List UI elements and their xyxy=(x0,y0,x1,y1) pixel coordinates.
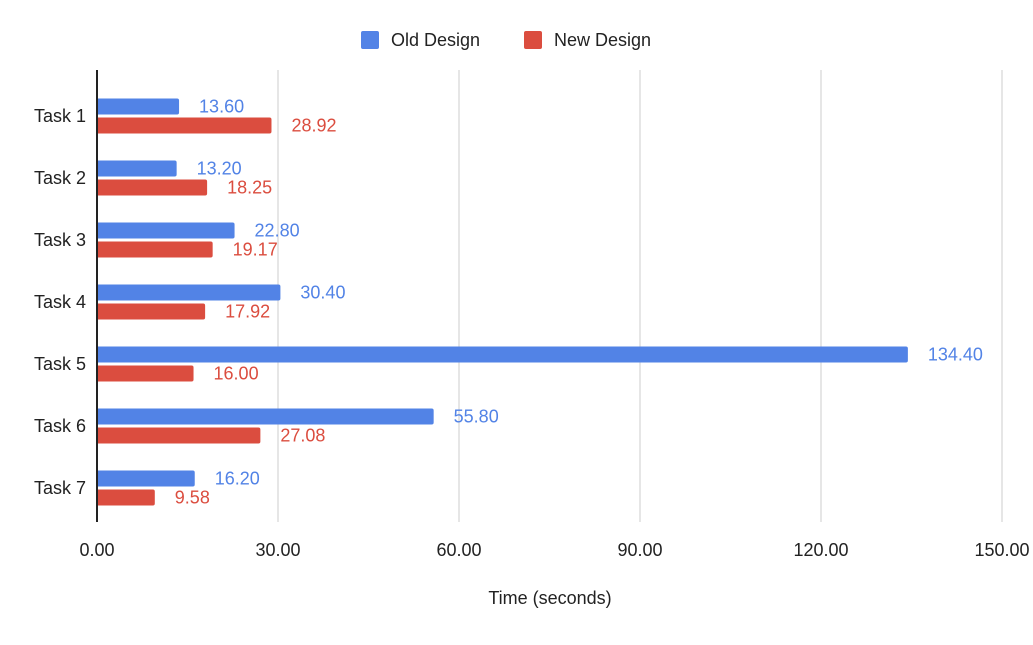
category-label: Task 7 xyxy=(34,478,86,498)
legend-label: New Design xyxy=(554,30,651,50)
data-label: 27.08 xyxy=(280,426,325,446)
data-label: 16.20 xyxy=(215,469,260,489)
axes: 0.00 30.00 60.00 90.00 120.00 150.00 Task 1 Tas… xyxy=(34,70,1030,560)
bar-new-design xyxy=(97,179,208,196)
x-tick-label: 30.00 xyxy=(255,540,300,560)
category-label: Task 2 xyxy=(34,168,86,188)
bar-new-design xyxy=(97,427,261,444)
data-label: 134.40 xyxy=(928,345,983,365)
data-label: 19.17 xyxy=(233,240,278,260)
legend-swatch xyxy=(361,31,379,49)
bar-new-design xyxy=(97,117,272,134)
legend: Old Design New Design xyxy=(361,30,651,50)
data-label: 9.58 xyxy=(175,488,210,508)
data-label: 22.80 xyxy=(255,221,300,241)
bars xyxy=(97,98,908,506)
data-labels: 13.60 13.20 22.80 30.40 134.40 55.80 16.20 28.9… xyxy=(175,97,983,508)
legend-label: Old Design xyxy=(391,30,480,50)
data-label: 55.80 xyxy=(454,407,499,427)
legend-swatch xyxy=(524,31,542,49)
bar-old-design xyxy=(97,222,235,239)
bar-new-design xyxy=(97,489,155,506)
bar-old-design xyxy=(97,346,908,363)
data-label: 18.25 xyxy=(227,178,272,198)
x-tick-label: 60.00 xyxy=(436,540,481,560)
data-label: 30.40 xyxy=(300,283,345,303)
category-label: Task 1 xyxy=(34,106,86,126)
x-axis-title: Time (seconds) xyxy=(488,588,611,608)
x-tick-label: 150.00 xyxy=(974,540,1029,560)
data-label: 17.92 xyxy=(225,302,270,322)
data-label: 16.00 xyxy=(214,364,259,384)
gridlines xyxy=(277,70,1003,522)
category-label: Task 6 xyxy=(34,416,86,436)
bar-new-design xyxy=(97,303,206,320)
x-tick-label: 90.00 xyxy=(617,540,662,560)
data-label: 13.20 xyxy=(197,159,242,179)
data-label: 13.60 xyxy=(199,97,244,117)
bar-old-design xyxy=(97,160,177,177)
category-label: Task 4 xyxy=(34,292,86,312)
x-tick-label: 0.00 xyxy=(79,540,114,560)
category-label: Task 5 xyxy=(34,354,86,374)
bar-new-design xyxy=(97,365,194,382)
data-label: 28.92 xyxy=(291,116,336,136)
x-tick-label: 120.00 xyxy=(793,540,848,560)
bar-new-design xyxy=(97,241,213,258)
bar-old-design xyxy=(97,284,281,301)
bar-old-design xyxy=(97,470,195,487)
bar-old-design xyxy=(97,408,434,425)
category-label: Task 3 xyxy=(34,230,86,250)
bar-old-design xyxy=(97,98,180,115)
